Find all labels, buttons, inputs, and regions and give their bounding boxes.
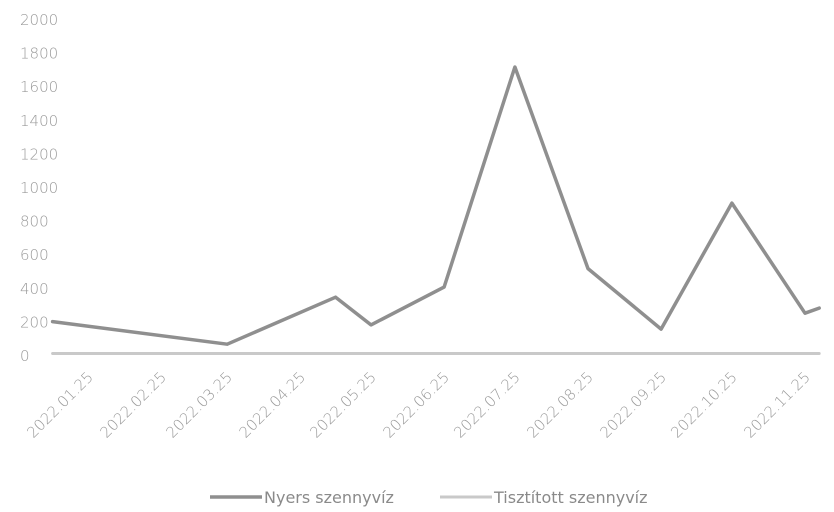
y-tick-label: 400 <box>20 280 49 298</box>
legend-label-nyers: Nyers szennyvíz <box>264 488 394 507</box>
y-tick-label: 1800 <box>20 45 58 63</box>
y-tick-label: 1400 <box>20 112 58 130</box>
y-axis: 0 200 400 600 800 1000 1200 1400 1600 1800 2000 <box>20 11 58 365</box>
y-tick-label: 200 <box>20 313 49 331</box>
x-tick-label: 2022.11.25 <box>740 368 813 441</box>
x-tick-label: 2022.06.25 <box>380 368 453 441</box>
y-tick-label: 2000 <box>20 11 58 29</box>
y-tick-label: 1000 <box>20 179 58 197</box>
y-tick-label: 1200 <box>20 145 58 163</box>
x-tick-label: 2022.10.25 <box>667 368 740 441</box>
x-tick-label: 2022.04.25 <box>236 368 309 441</box>
y-tick-label: 1600 <box>20 78 58 96</box>
series-group <box>50 65 821 355</box>
series-line-nyers <box>50 65 821 346</box>
x-tick-label: 2022.02.25 <box>96 368 169 441</box>
legend: Nyers szennyvíz Tisztított szennyvíz <box>210 488 648 507</box>
legend-label-tisztitott: Tisztított szennyvíz <box>493 488 648 507</box>
x-tick-label: 2022.08.25 <box>523 368 596 441</box>
y-tick-label: 800 <box>20 213 49 231</box>
x-tick-label: 2022.05.25 <box>306 368 379 441</box>
x-tick-label: 2022.07.25 <box>450 368 523 441</box>
x-tick-label: 2022.09.25 <box>596 368 669 441</box>
y-tick-label: 600 <box>20 246 49 264</box>
x-tick-label: 2022.03.25 <box>163 368 236 441</box>
y-tick-label: 0 <box>20 347 30 365</box>
x-tick-label: 2022.01.25 <box>23 368 96 441</box>
